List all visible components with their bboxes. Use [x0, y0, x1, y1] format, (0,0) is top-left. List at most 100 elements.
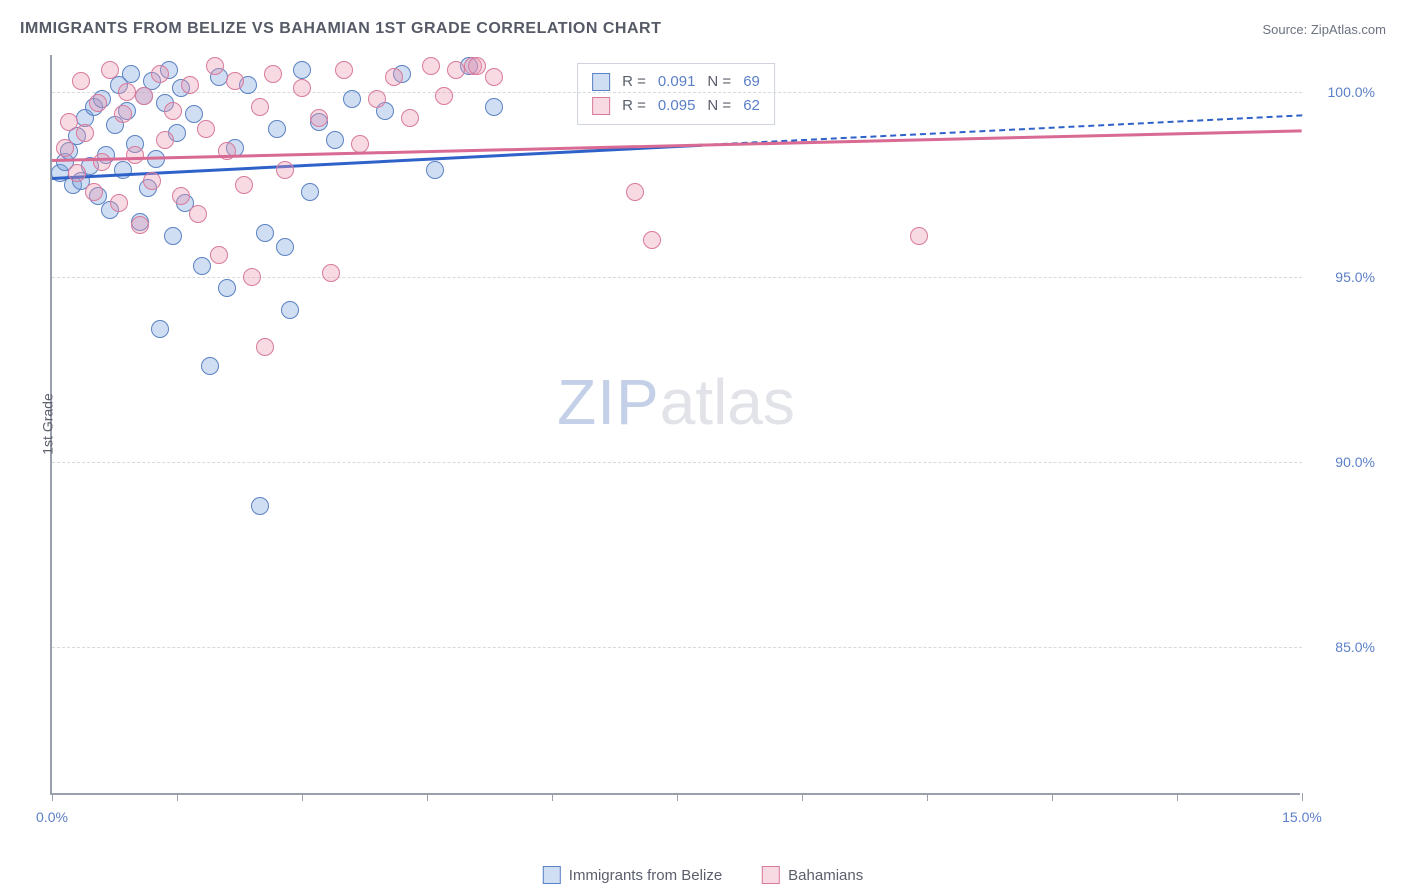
- chart-container: 1st Grade ZIPatlas R =0.091N =69R =0.095…: [50, 55, 1390, 825]
- stats-r-label: R =: [622, 94, 646, 118]
- scatter-point-belize: [343, 90, 361, 108]
- scatter-point-bahamians: [264, 65, 282, 83]
- scatter-point-bahamians: [385, 68, 403, 86]
- x-tick: [677, 793, 678, 801]
- watermark-atlas: atlas: [660, 366, 795, 438]
- source-prefix: Source:: [1262, 22, 1310, 37]
- scatter-point-bahamians: [68, 164, 86, 182]
- source-link[interactable]: ZipAtlas.com: [1311, 22, 1386, 37]
- scatter-point-bahamians: [251, 98, 269, 116]
- scatter-point-belize: [201, 357, 219, 375]
- legend-label: Immigrants from Belize: [569, 867, 722, 884]
- scatter-point-bahamians: [335, 61, 353, 79]
- x-tick: [427, 793, 428, 801]
- scatter-point-belize: [276, 238, 294, 256]
- scatter-point-bahamians: [101, 61, 119, 79]
- gridline-h: [52, 462, 1302, 463]
- scatter-point-belize: [251, 497, 269, 515]
- stats-n-label: N =: [707, 94, 731, 118]
- scatter-point-bahamians: [910, 227, 928, 245]
- scatter-point-bahamians: [310, 109, 328, 127]
- scatter-point-bahamians: [401, 109, 419, 127]
- scatter-point-belize: [301, 183, 319, 201]
- scatter-point-bahamians: [643, 231, 661, 249]
- stats-r-label: R =: [622, 70, 646, 94]
- scatter-point-bahamians: [131, 216, 149, 234]
- scatter-point-belize: [218, 279, 236, 297]
- scatter-point-belize: [193, 257, 211, 275]
- scatter-point-bahamians: [226, 72, 244, 90]
- stats-n-value: 62: [743, 94, 760, 118]
- legend-swatch-belize: [543, 866, 561, 884]
- scatter-point-belize: [326, 131, 344, 149]
- x-tick: [927, 793, 928, 801]
- scatter-point-belize: [122, 65, 140, 83]
- scatter-point-bahamians: [210, 246, 228, 264]
- x-tick: [1302, 793, 1303, 801]
- scatter-point-bahamians: [197, 120, 215, 138]
- gridline-h: [52, 647, 1302, 648]
- scatter-point-belize: [293, 61, 311, 79]
- chart-title: IMMIGRANTS FROM BELIZE VS BAHAMIAN 1ST G…: [20, 20, 661, 38]
- scatter-point-bahamians: [76, 124, 94, 142]
- scatter-point-belize: [151, 320, 169, 338]
- legend-swatch-bahamians: [592, 97, 610, 115]
- x-tick: [177, 793, 178, 801]
- x-tick: [552, 793, 553, 801]
- stats-n-label: N =: [707, 70, 731, 94]
- y-tick-label: 90.0%: [1335, 454, 1375, 470]
- y-tick-label: 100.0%: [1328, 84, 1375, 100]
- legend-swatch-belize: [592, 73, 610, 91]
- bottom-legend: Immigrants from Belize Bahamians: [543, 866, 863, 884]
- scatter-point-belize: [281, 301, 299, 319]
- scatter-point-bahamians: [72, 72, 90, 90]
- watermark: ZIPatlas: [557, 365, 795, 439]
- legend-item-belize: Immigrants from Belize: [543, 866, 722, 884]
- y-axis-label: 1st Grade: [40, 393, 56, 454]
- scatter-point-bahamians: [189, 205, 207, 223]
- scatter-point-bahamians: [468, 57, 486, 75]
- scatter-point-bahamians: [135, 87, 153, 105]
- scatter-point-belize: [185, 105, 203, 123]
- plot-area: 1st Grade ZIPatlas R =0.091N =69R =0.095…: [50, 55, 1300, 795]
- scatter-point-bahamians: [118, 83, 136, 101]
- stats-n-value: 69: [743, 70, 760, 94]
- source-credit: Source: ZipAtlas.com: [1262, 22, 1386, 37]
- x-tick-label: 0.0%: [36, 809, 68, 825]
- gridline-h: [52, 277, 1302, 278]
- y-tick-label: 95.0%: [1335, 269, 1375, 285]
- scatter-point-bahamians: [206, 57, 224, 75]
- x-tick: [1177, 793, 1178, 801]
- scatter-point-bahamians: [164, 102, 182, 120]
- scatter-point-bahamians: [243, 268, 261, 286]
- scatter-point-bahamians: [293, 79, 311, 97]
- scatter-point-bahamians: [93, 153, 111, 171]
- scatter-point-bahamians: [235, 176, 253, 194]
- scatter-point-bahamians: [110, 194, 128, 212]
- scatter-point-bahamians: [56, 139, 74, 157]
- legend-label: Bahamians: [788, 867, 863, 884]
- stats-row-bahamians: R = 0.095 N = 62: [592, 94, 760, 118]
- scatter-point-bahamians: [447, 61, 465, 79]
- scatter-point-belize: [256, 224, 274, 242]
- stats-row-belize: R = 0.091 N = 69: [592, 70, 760, 94]
- scatter-point-bahamians: [276, 161, 294, 179]
- scatter-point-bahamians: [368, 90, 386, 108]
- scatter-point-bahamians: [172, 187, 190, 205]
- scatter-point-bahamians: [85, 183, 103, 201]
- y-tick-label: 85.0%: [1335, 639, 1375, 655]
- scatter-point-bahamians: [422, 57, 440, 75]
- legend-swatch-bahamians: [762, 866, 780, 884]
- x-tick: [1052, 793, 1053, 801]
- scatter-point-bahamians: [143, 172, 161, 190]
- scatter-point-bahamians: [256, 338, 274, 356]
- stats-r-value: 0.091: [658, 70, 696, 94]
- scatter-point-bahamians: [351, 135, 369, 153]
- scatter-point-bahamians: [151, 65, 169, 83]
- scatter-point-bahamians: [485, 68, 503, 86]
- scatter-point-bahamians: [435, 87, 453, 105]
- scatter-point-bahamians: [156, 131, 174, 149]
- legend-item-bahamians: Bahamians: [762, 866, 863, 884]
- x-tick: [802, 793, 803, 801]
- stats-r-value: 0.095: [658, 94, 696, 118]
